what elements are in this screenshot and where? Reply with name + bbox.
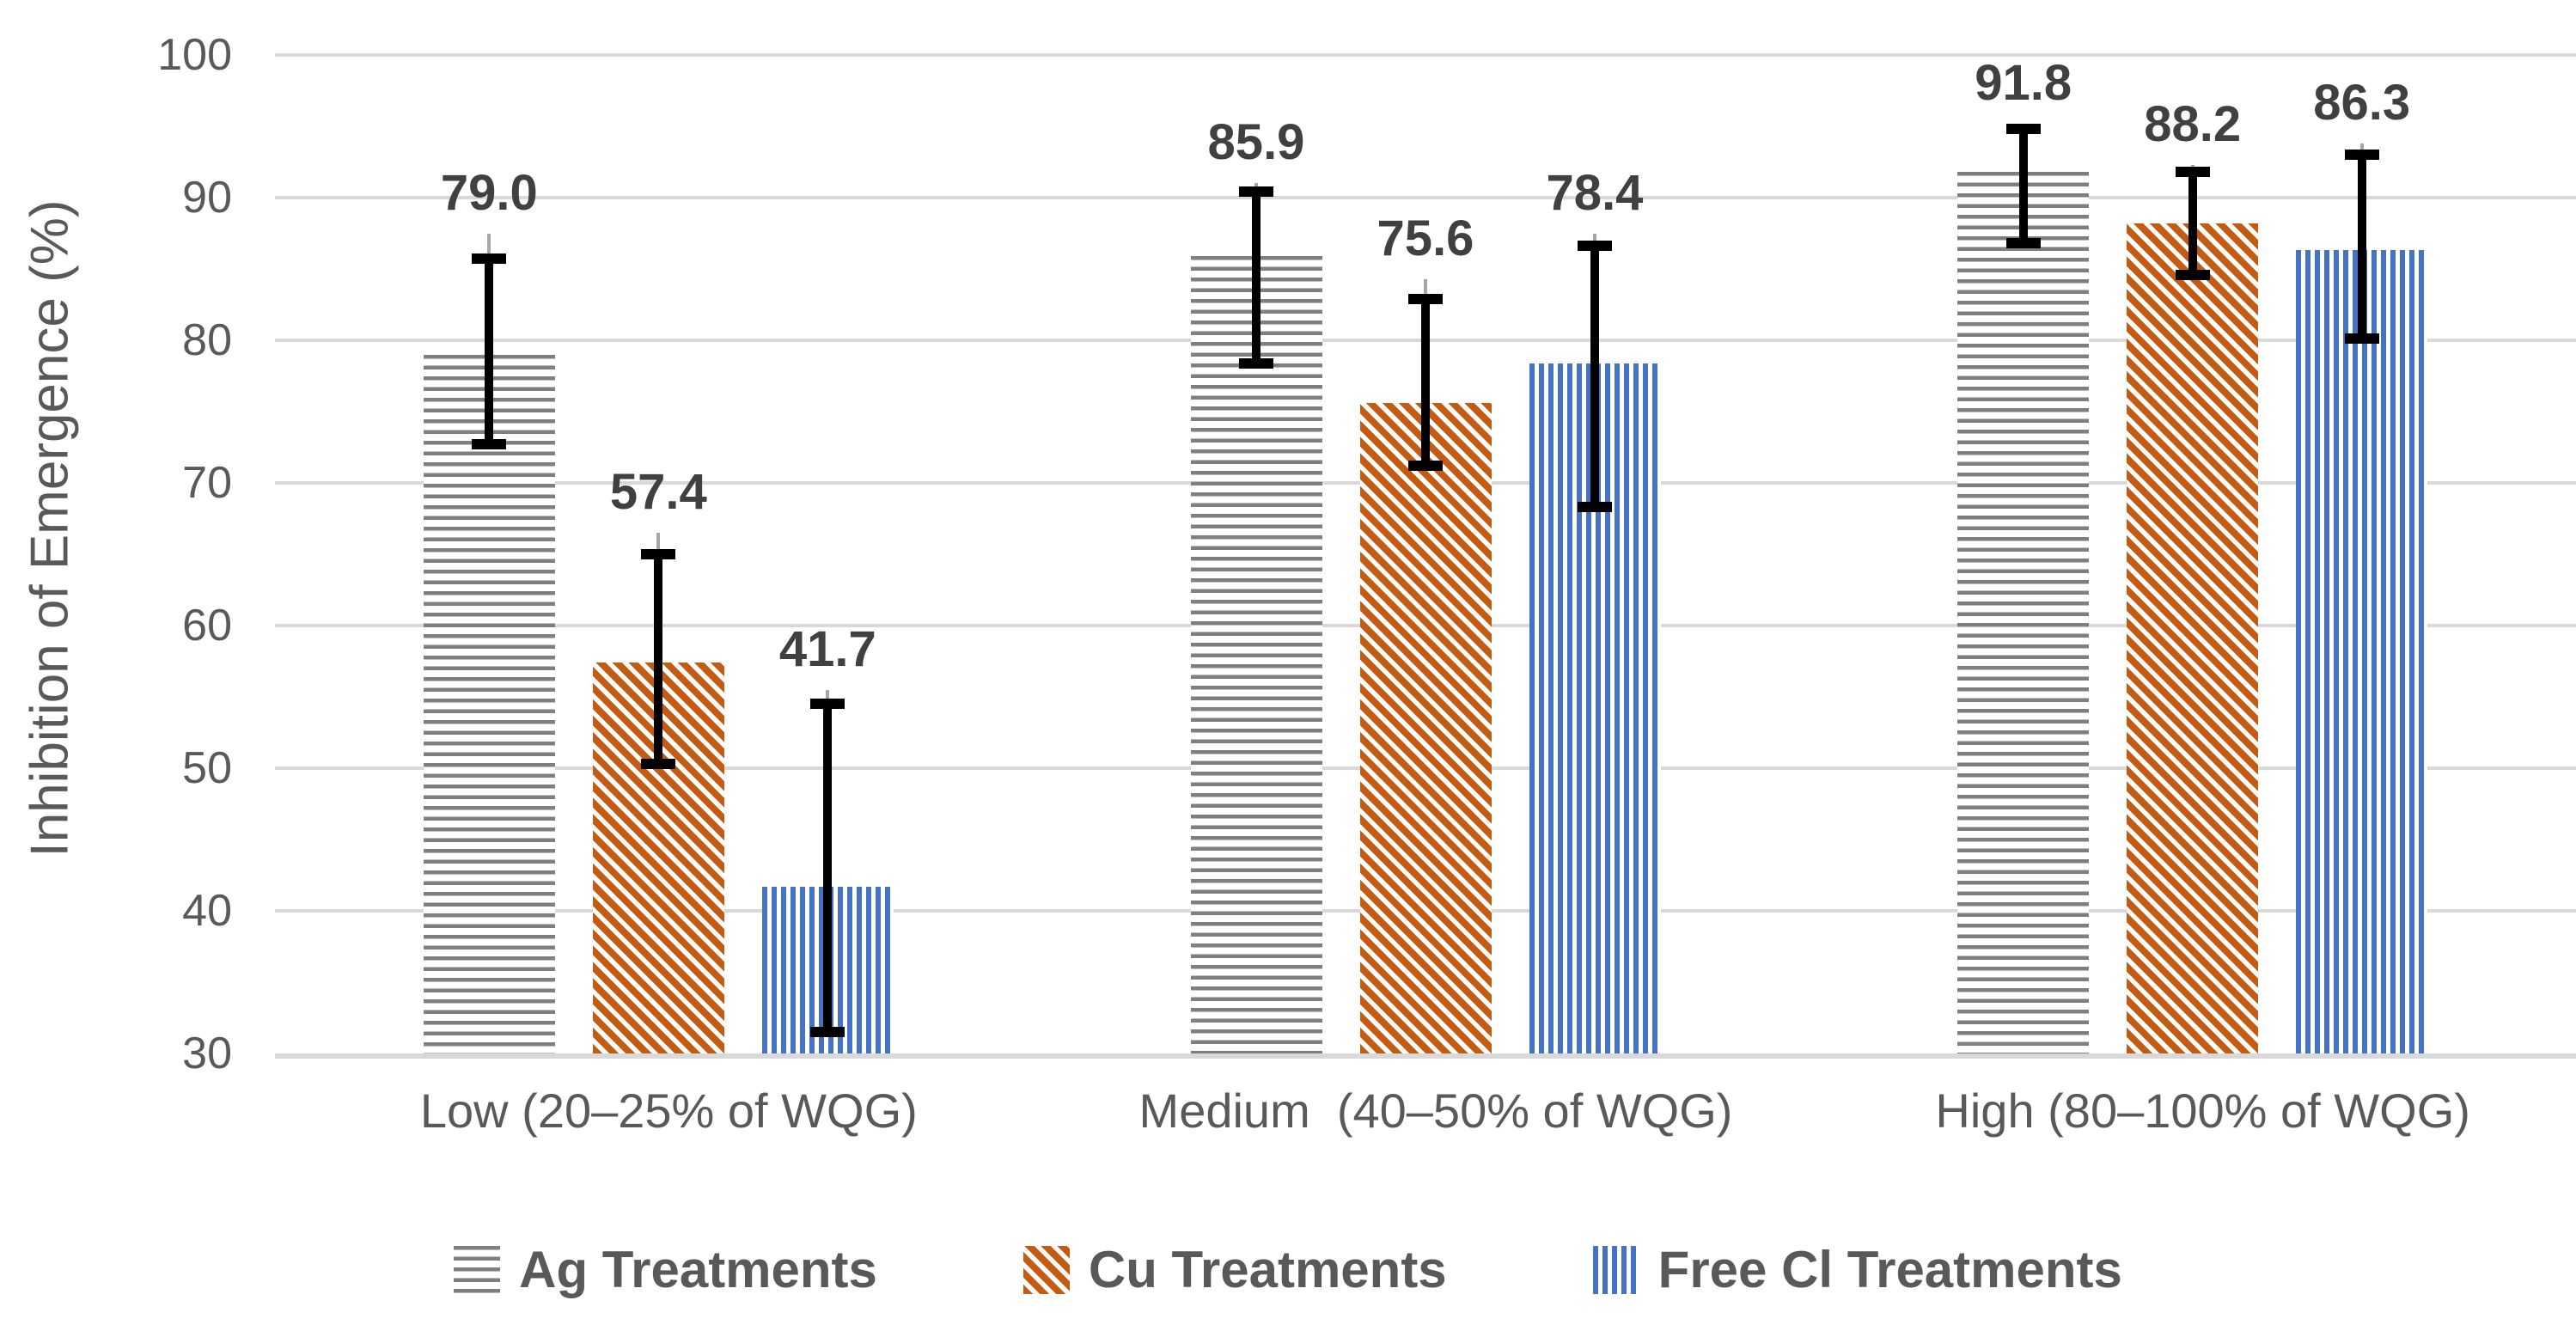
- x-axis-label: Low (20–25% of WQG): [419, 1084, 918, 1138]
- legend-swatch-vertical-pattern-icon: [1592, 1246, 1639, 1294]
- y-tick-label: 60: [182, 601, 232, 650]
- x-axis-line: [275, 1053, 2576, 1059]
- error-bar-cap-bottom: [641, 759, 676, 770]
- y-tick-label: 30: [182, 1029, 232, 1078]
- error-bar-cap-top: [2005, 124, 2041, 135]
- x-axis-label: High (80–100% of WQG): [1935, 1084, 2470, 1138]
- error-bar-cap-bottom: [2005, 238, 2041, 249]
- error-bar-cap-bottom: [810, 1027, 845, 1038]
- legend-swatch-horizontal-pattern-icon: [454, 1246, 501, 1294]
- error-bar: [1252, 192, 1261, 363]
- error-bar-cap-top: [2344, 150, 2379, 161]
- error-bar: [485, 259, 494, 445]
- error-bar: [823, 704, 833, 1033]
- value-label: 78.4: [1546, 164, 1644, 221]
- error-bar-cap-top: [1408, 293, 1443, 304]
- error-bar-cap-top: [810, 699, 845, 710]
- y-tick-label: 50: [182, 743, 232, 793]
- legend-item-cu-treatments: Cu Treatments: [1022, 1241, 1447, 1298]
- error-bar-cap-top: [1239, 186, 1273, 198]
- error-bar: [1421, 298, 1430, 467]
- y-tick-label: 70: [182, 458, 232, 508]
- bar-ag-treatments-high: [1957, 172, 2090, 1053]
- gridline: [275, 53, 2576, 57]
- error-bar: [2018, 129, 2028, 244]
- value-label: 75.6: [1377, 210, 1474, 266]
- legend-swatch-diagonal-pattern-icon: [1022, 1246, 1070, 1294]
- error-bar-cap-bottom: [1578, 502, 1612, 513]
- legend-item-ag-treatments: Ag Treatments: [454, 1244, 877, 1296]
- error-bar: [2357, 155, 2366, 339]
- y-tick-label: 90: [182, 173, 232, 223]
- error-bar-cap-bottom: [1239, 357, 1273, 369]
- legend-item-free-cl-treatments: Free Cl Treatments: [1592, 1241, 2122, 1298]
- error-bar-cap-bottom: [2344, 333, 2379, 345]
- gridline: [275, 196, 2576, 199]
- error-bar: [654, 554, 663, 765]
- error-bar-cap-bottom: [1408, 461, 1443, 472]
- error-bar: [2188, 172, 2197, 275]
- value-label: 85.9: [1207, 114, 1305, 171]
- value-label: 79.0: [440, 164, 538, 221]
- bar-ag-treatments-low: [423, 354, 555, 1053]
- bar-ag-treatments-medium: [1190, 256, 1322, 1053]
- value-label: 86.3: [2313, 74, 2411, 131]
- error-bar-cap-top: [1578, 241, 1612, 252]
- bar-cu-treatments-medium: [1359, 403, 1492, 1053]
- error-bar-cap-bottom: [472, 439, 507, 450]
- x-axis-label: Medium (40–50% of WQG): [1138, 1084, 1733, 1138]
- value-label: 88.2: [2144, 95, 2242, 152]
- value-label: 41.7: [778, 620, 876, 677]
- error-bar-cap-bottom: [2175, 269, 2210, 280]
- value-label: 91.8: [1975, 54, 2072, 111]
- y-tick-label: 100: [157, 30, 232, 80]
- y-tick-label: 40: [182, 886, 232, 936]
- legend-label: Ag Treatments: [519, 1241, 877, 1298]
- legend: Ag Treatments Cu Treatments Free Cl Treatm…: [0, 1244, 2576, 1296]
- legend-label: Cu Treatments: [1088, 1241, 1447, 1298]
- error-bar-cap-top: [472, 253, 507, 265]
- plot-area: 79.0 57.4 41.7 85.9 75.6 78.4 91.8 88.2 86.3: [275, 53, 2576, 1059]
- error-bar: [1590, 246, 1599, 508]
- error-bar-cap-top: [641, 549, 676, 559]
- bar-free-cl-treatments-high: [2296, 250, 2428, 1053]
- y-tick-label: 80: [182, 315, 232, 365]
- bar-cu-treatments-high: [2127, 223, 2259, 1053]
- error-bar-cap-top: [2175, 167, 2210, 178]
- value-label: 57.4: [609, 464, 707, 521]
- legend-label: Free Cl Treatments: [1657, 1241, 2122, 1298]
